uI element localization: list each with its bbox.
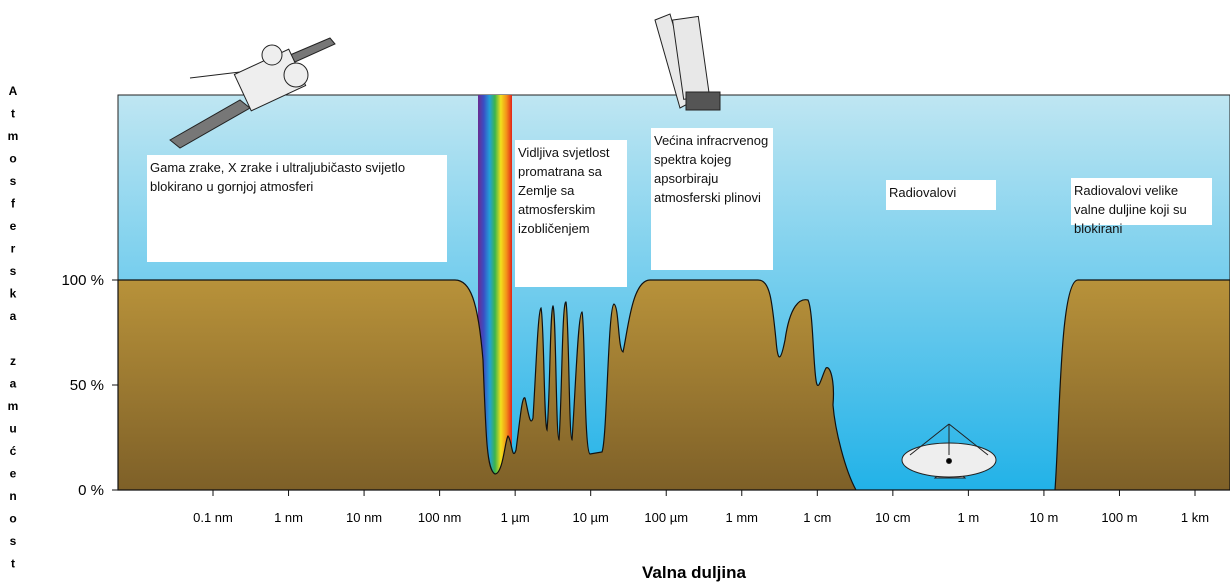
antenna-icon bbox=[901, 423, 997, 479]
x-axis-title: Valna duljina bbox=[642, 563, 746, 582]
y-tick-label: 100 % bbox=[61, 272, 104, 289]
annotation: Radiovalovi velike valne duljine koji su… bbox=[1071, 178, 1212, 236]
x-tick-label: 100 nm bbox=[418, 510, 461, 525]
x-tick-label: 10 µm bbox=[572, 510, 608, 525]
y-axis-label: Atmosferska zamućenost bbox=[6, 84, 20, 579]
x-tick-label: 100 µm bbox=[644, 510, 688, 525]
x-tick-label: 1 m bbox=[958, 510, 980, 525]
annotation: Većina infracrvenog spektra kojeg apsorb… bbox=[651, 128, 773, 270]
x-tick-label: 1 nm bbox=[274, 510, 303, 525]
x-tick-label: 1 km bbox=[1181, 510, 1209, 525]
y-tick-label: 50 % bbox=[70, 377, 104, 394]
opacity-curve bbox=[117, 279, 1230, 491]
x-tick-label: 1 µm bbox=[501, 510, 530, 525]
y-tick-label: 0 % bbox=[78, 482, 104, 499]
x-tick-label: 1 cm bbox=[803, 510, 831, 525]
x-tick-label: 10 nm bbox=[346, 510, 382, 525]
x-tick-label: 1 mm bbox=[726, 510, 759, 525]
telescope-icon bbox=[654, 13, 721, 111]
annotation: Vidljiva svjetlost promatrana sa Zemlje … bbox=[515, 140, 627, 287]
y-ticks: 100 % 50 % 0 % bbox=[61, 272, 104, 499]
x-tick-label: 0.1 nm bbox=[193, 510, 233, 525]
annotation: Gama zrake, X zrake i ultraljubičasto sv… bbox=[147, 155, 447, 262]
x-tick-label: 10 m bbox=[1029, 510, 1058, 525]
x-tick-label: 10 cm bbox=[875, 510, 910, 525]
x-ticks: 0.1 nm 1 nm 10 nm 100 nm 1 µm 10 µm 100 µm 1 mm… bbox=[193, 490, 1209, 525]
satellite-icon bbox=[169, 37, 336, 149]
annotation: Radiovalovi bbox=[886, 180, 996, 210]
x-tick-label: 100 m bbox=[1101, 510, 1137, 525]
